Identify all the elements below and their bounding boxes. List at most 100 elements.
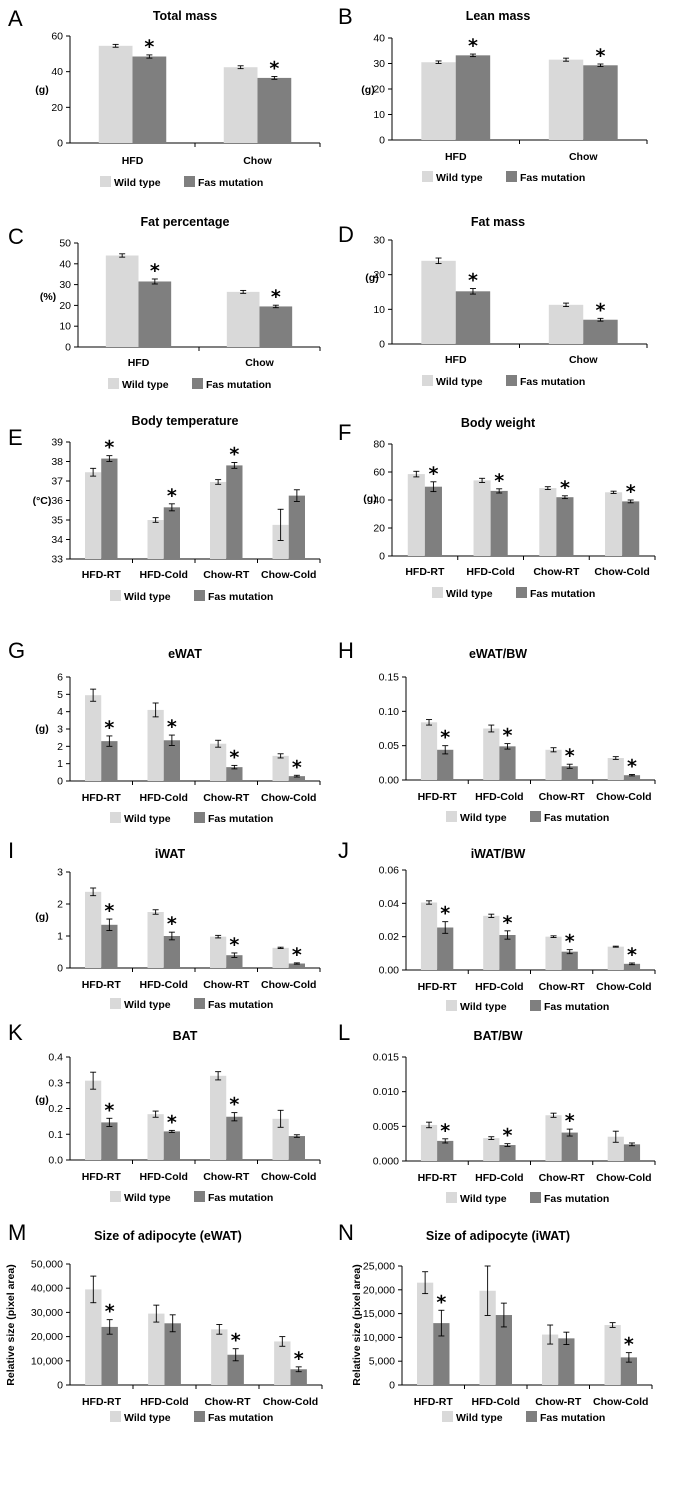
legend-swatch-wild-type bbox=[446, 1000, 457, 1011]
chart-title: Size of adipocyte (eWAT) bbox=[94, 1229, 242, 1243]
y-tick-label: 0 bbox=[389, 1380, 395, 1392]
significance-star: * bbox=[428, 463, 438, 485]
legend-label-fas-mutation: Fas mutation bbox=[530, 588, 595, 600]
legend-label-wild-type: Wild type bbox=[124, 591, 171, 603]
chart-title: Body weight bbox=[461, 416, 536, 430]
legend-swatch-wild-type bbox=[110, 1411, 121, 1422]
y-tick-label: 30,000 bbox=[31, 1307, 63, 1319]
y-tick-label: 5,000 bbox=[369, 1356, 395, 1368]
bar-fas-mutation bbox=[226, 1116, 243, 1160]
y-tick-label: 0.0 bbox=[48, 1155, 63, 1167]
bar-fas-mutation bbox=[138, 281, 172, 347]
y-tick-label: 0 bbox=[379, 551, 385, 563]
y-tick-label: 0 bbox=[57, 776, 63, 788]
legend-label-wild-type: Wild type bbox=[436, 376, 483, 388]
y-tick-label: 20 bbox=[373, 523, 385, 535]
bar-wild-type bbox=[210, 481, 227, 559]
category-label: HFD-Cold bbox=[475, 1172, 523, 1184]
significance-star: * bbox=[595, 299, 605, 321]
bar-fas-mutation bbox=[499, 1145, 516, 1161]
y-axis-label: (%) bbox=[40, 291, 56, 303]
legend-label-wild-type: Wild type bbox=[460, 1001, 507, 1013]
significance-star: * bbox=[229, 443, 239, 465]
significance-star: * bbox=[440, 903, 450, 925]
category-label: HFD-RT bbox=[418, 1172, 458, 1184]
bar-fas-mutation bbox=[227, 1354, 244, 1385]
bar-wild-type bbox=[210, 936, 227, 968]
legend-label-fas-mutation: Fas mutation bbox=[206, 379, 271, 391]
panel-m: M Size of adipocyte (eWAT) 0 10,000 20,000 30… bbox=[5, 1220, 323, 1424]
category-label: HFD-RT bbox=[82, 792, 122, 804]
bar-wild-type bbox=[85, 695, 102, 781]
significance-star: * bbox=[167, 485, 177, 507]
bar-wild-type bbox=[274, 1341, 291, 1385]
bar-fas-mutation bbox=[163, 740, 180, 781]
legend-label-wild-type: Wild type bbox=[460, 1193, 507, 1205]
bar-fas-mutation bbox=[620, 1357, 637, 1385]
y-axis-label: (g) bbox=[35, 723, 48, 735]
bar-wild-type bbox=[98, 45, 133, 143]
category-label: Chow-RT bbox=[539, 1172, 586, 1184]
bar-fas-mutation bbox=[290, 1369, 307, 1385]
panel-letter: G bbox=[8, 638, 25, 663]
y-axis-label: (°C) bbox=[33, 495, 52, 507]
bar-wild-type bbox=[210, 743, 227, 781]
category-label: Chow-RT bbox=[539, 791, 586, 803]
bar-fas-mutation bbox=[455, 291, 491, 344]
significance-star: * bbox=[502, 1125, 512, 1147]
bar-fas-mutation bbox=[259, 306, 293, 347]
chart-title: BAT bbox=[173, 1029, 198, 1043]
bar-wild-type bbox=[479, 1290, 496, 1385]
legend-label-wild-type: Wild type bbox=[124, 1412, 171, 1424]
legend-label-fas-mutation: Fas mutation bbox=[520, 172, 585, 184]
bar-fas-mutation bbox=[623, 1144, 641, 1161]
bar-wild-type bbox=[147, 520, 164, 559]
legend-label-fas-mutation: Fas mutation bbox=[208, 1412, 273, 1424]
y-tick-label: 39 bbox=[51, 437, 63, 449]
category-label: HFD-Cold bbox=[475, 981, 523, 993]
significance-star: * bbox=[565, 931, 575, 953]
bar-fas-mutation bbox=[437, 749, 454, 780]
y-tick-label: 0 bbox=[379, 339, 385, 351]
chart-title: Fat percentage bbox=[141, 215, 230, 229]
legend-label-fas-mutation: Fas mutation bbox=[208, 813, 273, 825]
significance-star: * bbox=[231, 1330, 241, 1352]
bar-wild-type bbox=[548, 304, 584, 344]
significance-star: * bbox=[595, 45, 605, 67]
legend-label-fas-mutation: Fas mutation bbox=[208, 1192, 273, 1204]
panel-letter: C bbox=[8, 224, 24, 249]
legend-label-fas-mutation: Fas mutation bbox=[208, 999, 273, 1011]
category-label: HFD-RT bbox=[82, 1396, 122, 1408]
significance-star: * bbox=[167, 913, 177, 935]
category-label: HFD bbox=[445, 151, 467, 163]
category-label: Chow bbox=[569, 354, 598, 366]
bar-wild-type bbox=[417, 1282, 434, 1385]
y-tick-label: 0.00 bbox=[379, 965, 400, 977]
y-axis-label: (g) bbox=[361, 84, 374, 96]
y-tick-label: 50,000 bbox=[31, 1259, 63, 1271]
significance-star: * bbox=[104, 900, 114, 922]
y-tick-label: 0 bbox=[65, 342, 71, 354]
bar-fas-mutation bbox=[101, 741, 118, 781]
significance-star: * bbox=[502, 912, 512, 934]
significance-star: * bbox=[104, 1099, 114, 1121]
legend-swatch-fas-mutation bbox=[194, 1411, 205, 1422]
category-label: HFD-RT bbox=[418, 981, 458, 993]
y-tick-label: 20,000 bbox=[363, 1284, 395, 1296]
y-tick-label: 0.15 bbox=[379, 672, 400, 684]
bar-fas-mutation bbox=[288, 495, 305, 559]
legend-label-wild-type: Wild type bbox=[456, 1412, 503, 1424]
significance-star: * bbox=[468, 270, 478, 292]
y-tick-label: 60 bbox=[373, 467, 385, 479]
panel-letter: F bbox=[338, 420, 351, 445]
y-tick-label: 0 bbox=[379, 135, 385, 147]
legend-swatch-fas-mutation bbox=[192, 378, 203, 389]
panel-c: C Fat percentage 0 10 20 30 40 50 (%) * HFD * Chow Wi… bbox=[8, 215, 321, 391]
bar-fas-mutation bbox=[455, 55, 491, 141]
legend-swatch-wild-type bbox=[422, 171, 433, 182]
y-tick-label: 15,000 bbox=[363, 1308, 395, 1320]
y-tick-label: 6 bbox=[57, 672, 63, 684]
significance-star: * bbox=[144, 36, 154, 58]
category-label: Chow-Cold bbox=[261, 1171, 316, 1183]
